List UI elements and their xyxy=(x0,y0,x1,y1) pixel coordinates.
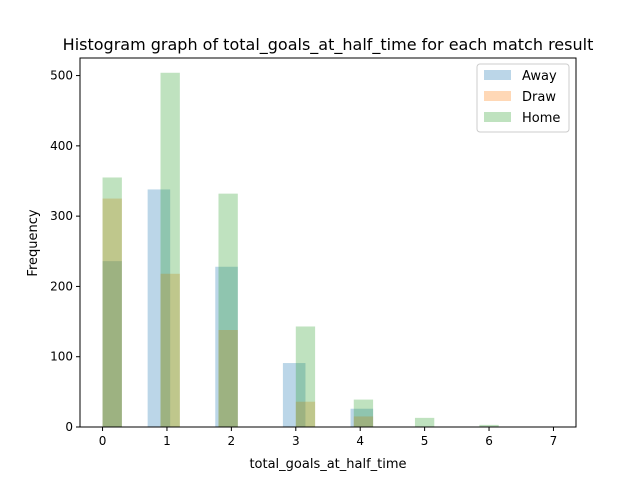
bar-away-3 xyxy=(282,363,306,427)
bar-draw-4 xyxy=(353,416,374,427)
bar-home-5 xyxy=(414,417,435,427)
x-tick-label: 5 xyxy=(421,434,429,448)
y-tick-label: 500 xyxy=(50,69,73,83)
bar-draw-0 xyxy=(102,198,122,427)
bar-home-4 xyxy=(353,399,374,427)
y-axis-label: Frequency xyxy=(26,209,41,276)
x-tick-label: 1 xyxy=(163,434,171,448)
x-tick-label: 3 xyxy=(292,434,300,448)
legend-label-home: Home xyxy=(522,111,560,126)
bar-draw-2 xyxy=(218,330,238,427)
x-tick-label: 2 xyxy=(228,434,236,448)
bar-home-3 xyxy=(295,326,316,427)
x-tick-label: 7 xyxy=(550,434,558,448)
x-tick-label: 4 xyxy=(356,434,364,448)
bar-draw-3 xyxy=(295,401,316,427)
bar-away-1 xyxy=(147,189,171,427)
legend-swatch-home xyxy=(484,112,511,122)
x-axis-label: total_goals_at_half_time xyxy=(249,457,406,472)
plot-frame xyxy=(79,57,577,428)
bar-home-2 xyxy=(218,193,238,427)
y-tick-label: 300 xyxy=(50,209,73,223)
bars-layer xyxy=(102,72,499,427)
legend-box xyxy=(476,63,570,133)
x-axis: 0 1 2 3 4 5 6 7 xyxy=(99,427,558,448)
x-tick-label: 0 xyxy=(99,434,107,448)
legend-label-draw: Draw xyxy=(522,90,556,105)
legend: Away Draw Home xyxy=(476,63,570,133)
legend-swatch-draw xyxy=(484,91,511,101)
bar-away-4 xyxy=(350,408,374,427)
y-tick-label: 100 xyxy=(50,350,73,364)
bar-home-6 xyxy=(479,424,499,427)
y-tick-label: 200 xyxy=(50,279,73,293)
bar-home-0 xyxy=(102,177,122,427)
y-tick-label: 400 xyxy=(50,139,73,153)
bar-draw-1 xyxy=(160,273,180,427)
bar-home-1 xyxy=(160,72,180,427)
legend-label-away: Away xyxy=(522,69,557,84)
chart-title: Histogram graph of total_goals_at_half_t… xyxy=(63,35,594,55)
y-axis: 0 100 200 300 400 500 xyxy=(50,69,80,434)
y-tick-label: 0 xyxy=(65,420,73,434)
legend-swatch-away xyxy=(484,70,511,80)
bar-away-2 xyxy=(215,266,238,427)
x-tick-label: 6 xyxy=(485,434,493,448)
bar-away-0 xyxy=(102,261,122,427)
